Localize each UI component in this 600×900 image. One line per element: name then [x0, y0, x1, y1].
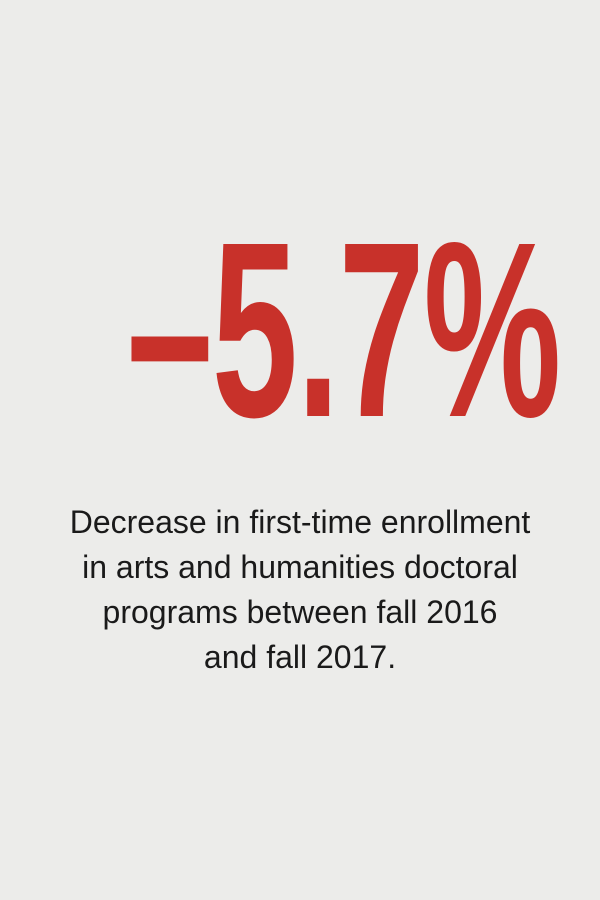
stat-container: –5.7% [0, 190, 600, 469]
caption-line-3: programs between fall 2016 [102, 594, 498, 630]
caption-line-1: Decrease in first-time enrollment [69, 504, 531, 540]
caption-line-4: and fall 2017. [203, 639, 397, 675]
stat-caption: Decrease in first-time enrollment in art… [40, 500, 560, 680]
caption-line-2: in arts and humanities doctoral [82, 549, 518, 585]
stat-value: –5.7% [126, 190, 562, 469]
